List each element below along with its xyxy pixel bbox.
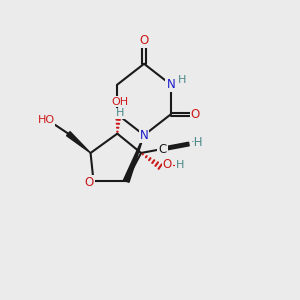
Text: N: N xyxy=(140,129,148,142)
Text: C: C xyxy=(158,142,166,156)
Text: O: O xyxy=(140,34,149,47)
Text: H: H xyxy=(176,160,184,170)
Text: OH: OH xyxy=(112,97,129,106)
Polygon shape xyxy=(67,132,91,153)
Text: H: H xyxy=(116,108,124,118)
Text: HO: HO xyxy=(38,115,55,125)
Text: O: O xyxy=(191,108,200,121)
Text: O: O xyxy=(84,176,94,189)
Text: H: H xyxy=(178,75,186,85)
Polygon shape xyxy=(124,135,144,182)
Text: ·H: ·H xyxy=(191,136,203,149)
Text: N: N xyxy=(167,78,175,91)
Text: O: O xyxy=(163,158,172,171)
